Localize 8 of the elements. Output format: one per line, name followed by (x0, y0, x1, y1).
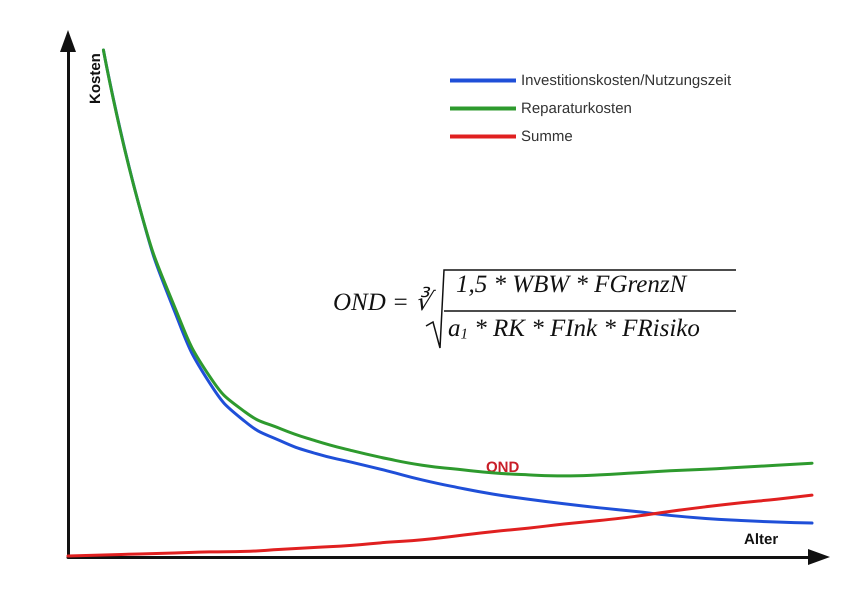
annotation: OND = ∛ (333, 286, 438, 316)
y-axis-title: Kosten (87, 53, 104, 104)
legend-label: Reparaturkosten (521, 100, 632, 117)
annotation: OND (486, 459, 520, 476)
x-axis-title: Alter (744, 531, 778, 548)
legend-label: Investitionskosten/Nutzungszeit (521, 72, 732, 89)
annotation: 1,5 * WBW * FGrenzN (456, 271, 688, 298)
legend-label: Summe (521, 128, 573, 145)
